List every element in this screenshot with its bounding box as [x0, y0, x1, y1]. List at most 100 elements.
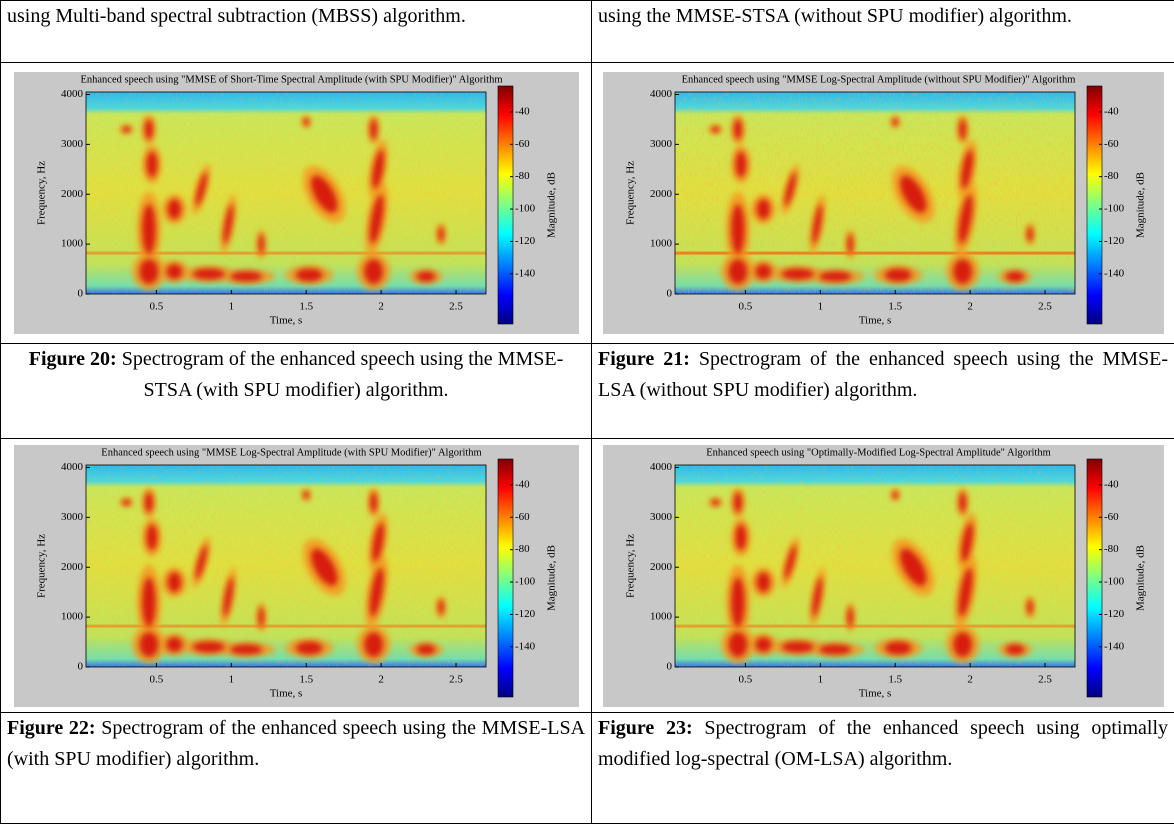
figure-title: Enhanced speech using "MMSE Log-Spectral… — [681, 74, 1075, 85]
speech-energy — [258, 234, 263, 254]
speech-energy — [438, 599, 443, 614]
y-tick-label: 2000 — [61, 188, 84, 200]
speech-energy — [819, 272, 851, 282]
colorbar-tick-label: -120 — [1104, 607, 1125, 619]
caption: Figure 21: Spectrogram of the enhanced s… — [598, 344, 1168, 406]
colorbar — [1087, 459, 1102, 697]
colorbar — [498, 459, 513, 697]
spectrogram: Enhanced speech using "Optimally-Modifie… — [603, 445, 1164, 707]
colorbar-label: Magnitude, dB — [545, 545, 557, 611]
x-tick-label: 1 — [228, 301, 234, 313]
colorbar-tick-label: -140 — [1104, 267, 1125, 279]
y-axis-label: Frequency, Hz — [624, 533, 636, 597]
speech-energy — [139, 632, 158, 657]
x-tick-label: 1.5 — [299, 673, 313, 685]
y-axis-label: Frequency, Hz — [624, 161, 636, 225]
colorbar-label: Magnitude, dB — [1134, 545, 1146, 611]
spectrogram: Enhanced speech using "MMSE Log-Spectral… — [603, 72, 1164, 334]
speech-energy — [892, 118, 897, 126]
y-tick-label: 3000 — [61, 138, 84, 150]
x-tick-label: 1.5 — [888, 301, 902, 313]
y-tick-label: 3000 — [650, 510, 673, 522]
x-axis-label: Time, s — [858, 687, 891, 699]
speech-energy — [733, 119, 741, 139]
y-tick-label: 1000 — [650, 610, 673, 622]
plot-area — [86, 92, 486, 294]
x-tick-label: 0.5 — [149, 673, 163, 685]
speech-energy — [142, 577, 155, 627]
speech-energy — [1027, 599, 1032, 614]
speech-energy — [819, 644, 851, 654]
caption: Figure 23: Spectrogram of the enhanced s… — [598, 713, 1168, 775]
speech-energy — [884, 641, 911, 654]
speech-energy — [847, 607, 852, 627]
speech-energy — [755, 264, 771, 279]
caption-text: Spectrogram of the enhanced speech using… — [122, 348, 564, 401]
cell: Figure 22: Spectrogram of the enhanced s… — [1, 713, 592, 824]
cell: Figure 20: Spectrogram of the enhanced s… — [1, 344, 592, 439]
speech-energy — [192, 641, 224, 652]
speech-energy — [166, 637, 182, 652]
speech-energy — [364, 259, 383, 284]
speech-energy — [416, 272, 435, 282]
colorbar-tick-label: -40 — [515, 478, 530, 490]
speech-energy — [364, 632, 383, 657]
colorbar-tick-label: -80 — [515, 543, 530, 555]
speech-energy — [731, 204, 744, 254]
x-tick-label: 2.5 — [1038, 673, 1052, 685]
x-tick-label: 2 — [378, 673, 384, 685]
caption-label: Figure 22: — [7, 717, 96, 739]
x-axis-label: Time, s — [269, 315, 302, 327]
x-tick-label: 0.5 — [149, 301, 163, 313]
speech-energy — [295, 641, 322, 654]
figure-title: Enhanced speech using "MMSE of Short-Tim… — [80, 74, 502, 85]
speech-energy — [892, 490, 897, 498]
speech-energy — [139, 259, 158, 284]
speech-energy — [1005, 272, 1024, 282]
caption-label: Figure 23: — [598, 717, 693, 739]
colorbar-tick-label: -140 — [1104, 640, 1125, 652]
speech-energy — [146, 524, 157, 550]
plot-area — [675, 92, 1075, 294]
y-tick-label: 1000 — [61, 610, 84, 622]
y-tick-label: 0 — [666, 288, 672, 300]
speech-energy — [144, 119, 152, 139]
speech-energy — [755, 637, 771, 652]
x-tick-label: 1.5 — [299, 301, 313, 313]
y-tick-label: 0 — [77, 288, 83, 300]
cell: Enhanced speech using "MMSE Log-Spectral… — [1, 439, 592, 713]
figure-title: Enhanced speech using "MMSE Log-Spectral… — [101, 447, 481, 458]
x-tick-label: 1 — [228, 673, 234, 685]
speech-energy — [781, 641, 813, 652]
y-tick-label: 2000 — [650, 188, 673, 200]
colorbar-tick-label: -80 — [1104, 543, 1119, 555]
caption-label: Figure 20: — [29, 348, 117, 370]
caption-tail: using the MMSE-STSA (without SPU modifie… — [598, 1, 1168, 32]
speech-energy — [416, 644, 435, 654]
caption: Figure 22: Spectrogram of the enhanced s… — [7, 713, 585, 775]
speech-energy — [303, 118, 308, 126]
x-tick-label: 2.5 — [1038, 301, 1052, 313]
y-tick-label: 2000 — [61, 560, 84, 572]
colorbar-tick-label: -120 — [515, 607, 536, 619]
y-tick-label: 1000 — [650, 238, 673, 250]
speech-energy — [728, 259, 747, 284]
speech-energy — [756, 199, 769, 219]
colorbar-tick-label: -80 — [1104, 170, 1119, 182]
speech-energy — [1027, 227, 1032, 242]
colorbar-tick-label: -140 — [515, 267, 536, 279]
y-tick-label: 4000 — [650, 461, 673, 473]
colorbar-tick-label: -40 — [1104, 478, 1119, 490]
speech-energy — [735, 524, 746, 550]
colorbar-label: Magnitude, dB — [1134, 172, 1146, 238]
colorbar — [1087, 86, 1102, 324]
y-tick-label: 0 — [77, 660, 83, 672]
colorbar-tick-label: -100 — [1104, 575, 1125, 587]
speech-energy — [167, 572, 180, 592]
colorbar-tick-label: -40 — [515, 105, 530, 117]
speech-energy — [295, 269, 322, 282]
speech-energy — [733, 492, 741, 512]
x-axis-label: Time, s — [858, 315, 891, 327]
caption: Figure 20: Spectrogram of the enhanced s… — [7, 344, 585, 406]
